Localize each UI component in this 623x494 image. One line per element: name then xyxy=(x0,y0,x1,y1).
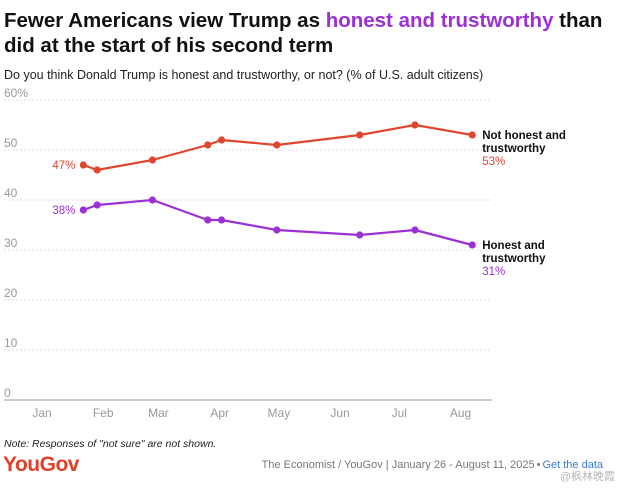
title-text-2: than did at the start of his second term xyxy=(4,9,603,57)
chart-subtitle: Do you think Donald Trump is honest and … xyxy=(4,68,484,82)
data-point xyxy=(148,196,157,204)
end-value-label: 31% xyxy=(482,266,505,278)
x-tick-label: Jul xyxy=(392,406,407,420)
data-point xyxy=(273,141,281,149)
start-value-label: 47% xyxy=(52,160,75,172)
gridlines xyxy=(4,99,492,401)
y-tick-label: 20 xyxy=(4,286,18,300)
x-tick-label: Mar xyxy=(148,406,169,420)
data-point xyxy=(93,166,101,174)
data-point xyxy=(411,226,419,234)
y-tick-label: 0 xyxy=(4,386,11,400)
title-text-1: Fewer Americans view Trump as xyxy=(4,9,326,32)
data-point xyxy=(411,121,419,129)
series-name-label: Honest and trustworthy xyxy=(482,240,546,265)
data-point xyxy=(468,241,476,249)
data-point xyxy=(204,216,212,224)
y-tick-label: 30 xyxy=(4,236,18,250)
separator-dot: • xyxy=(536,459,541,471)
end-value-label: 53% xyxy=(482,156,505,168)
chart-note: Note: Responses of "not sure" are not sh… xyxy=(4,438,217,450)
y-axis-ticks: 0 10 20 30 40 50 60% xyxy=(4,88,28,400)
x-tick-label: Feb xyxy=(93,406,114,420)
get-data-link[interactable]: Get the data xyxy=(542,459,603,471)
data-point xyxy=(79,206,87,214)
x-tick-label: Aug xyxy=(450,406,471,420)
series-line xyxy=(82,198,473,247)
data-point xyxy=(356,131,364,139)
source-line: The Economist / YouGov | January 26 - Au… xyxy=(262,459,603,471)
y-tick-label: 10 xyxy=(4,336,18,350)
y-tick-label: 50 xyxy=(4,136,18,150)
title-highlight: honest and trustworthy xyxy=(325,9,554,32)
data-point xyxy=(273,226,281,234)
data-point xyxy=(93,201,101,209)
page-title: Fewer Americans view Trump as honest and… xyxy=(4,8,616,58)
data-point xyxy=(204,141,212,149)
series-name-label: Not honest and trustworthy xyxy=(482,130,566,155)
source-text: The Economist / YouGov | January 26 - Au… xyxy=(261,459,535,471)
data-point xyxy=(468,131,476,139)
yougov-logo: YouGov xyxy=(3,453,79,476)
watermark: @枫林晚霞 xyxy=(559,471,615,483)
x-tick-label: Jun xyxy=(330,406,349,420)
data-point xyxy=(217,136,226,144)
x-tick-label: May xyxy=(268,406,291,420)
data-point xyxy=(79,161,87,169)
data-point xyxy=(217,216,226,224)
x-tick-label: Jan xyxy=(32,406,51,420)
y-tick-label: 40 xyxy=(4,186,18,200)
start-value-label: 38% xyxy=(52,205,75,217)
data-point xyxy=(356,231,364,239)
y-tick-label: 60% xyxy=(4,88,28,100)
x-tick-label: Apr xyxy=(210,406,229,420)
x-axis-ticks: Jan Feb Mar Apr May Jun Jul Aug xyxy=(32,406,471,420)
data-point xyxy=(148,156,157,164)
series-lines xyxy=(79,121,476,249)
